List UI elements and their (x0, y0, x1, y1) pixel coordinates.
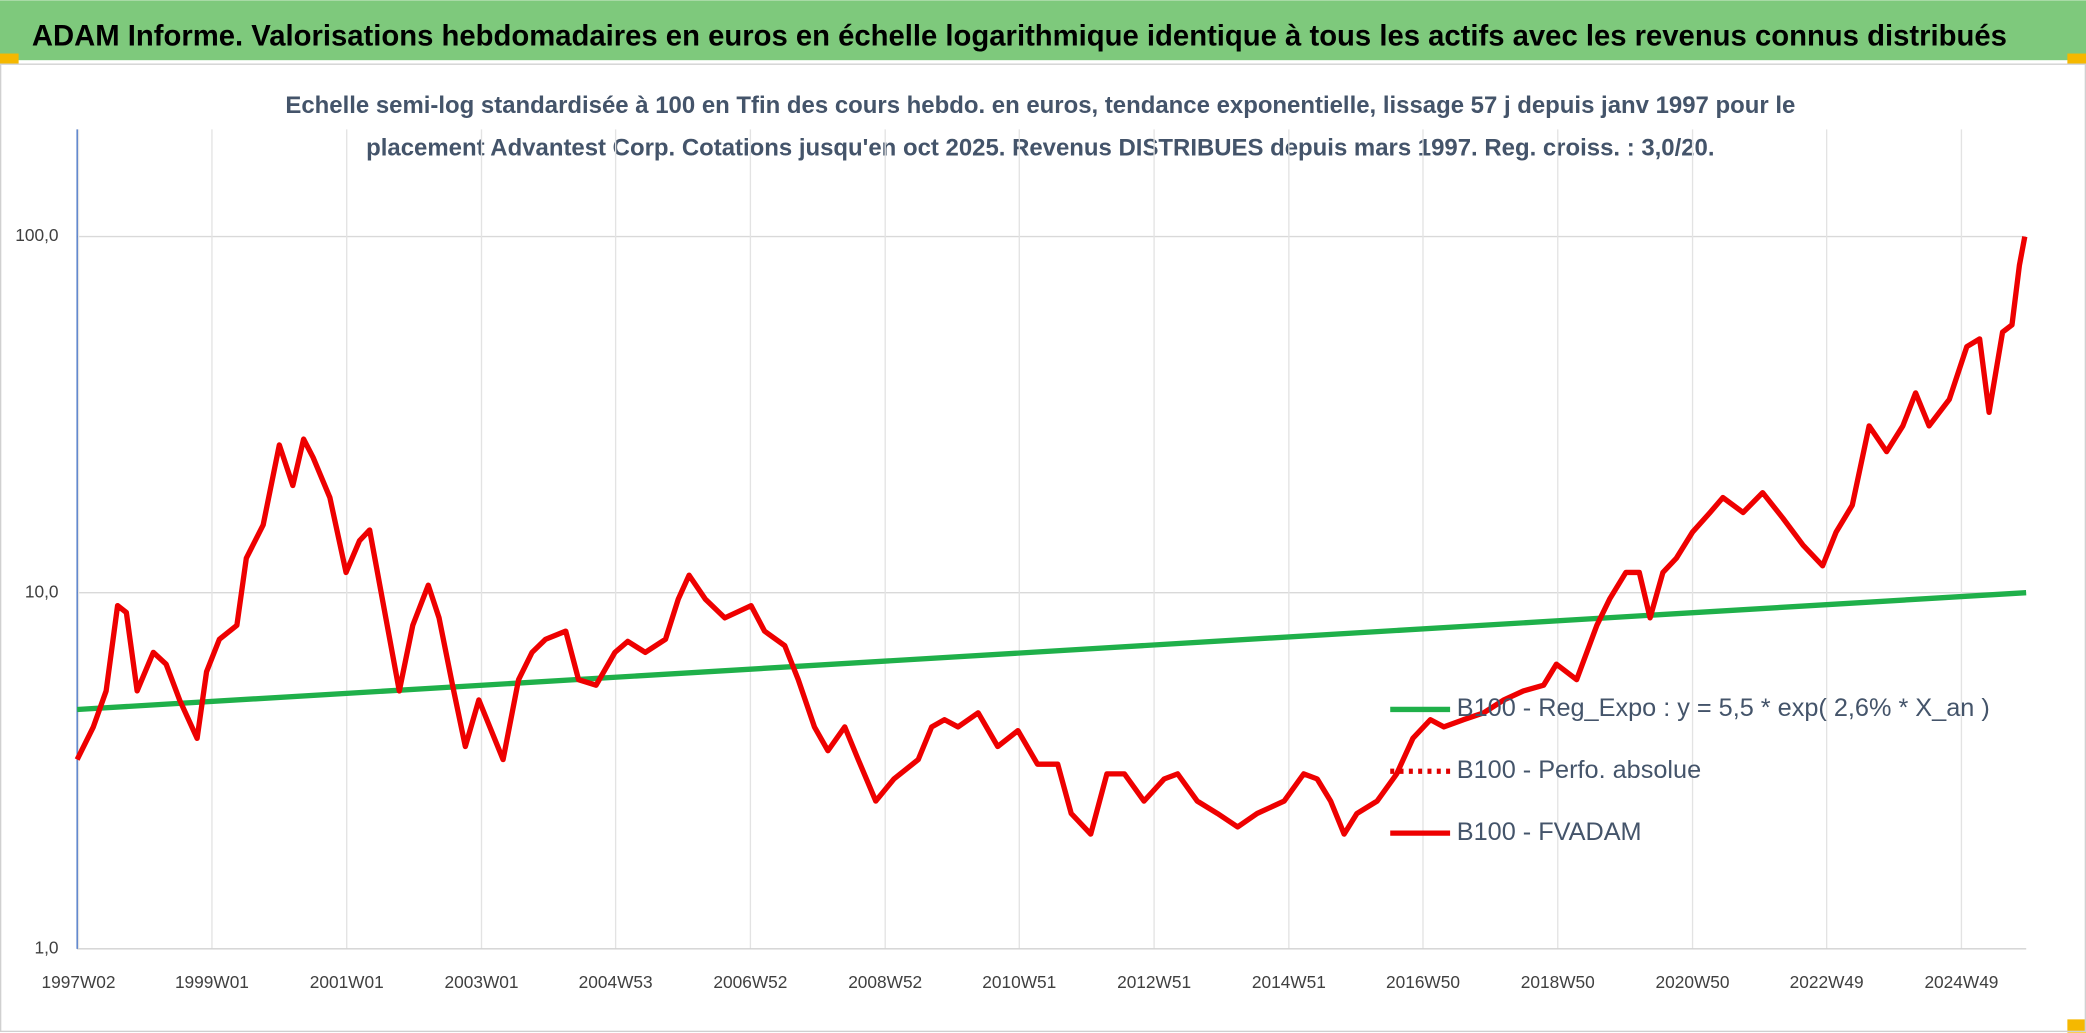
x-tick-label: 2008W52 (848, 972, 922, 992)
legend-label: B100 - Perfo. absolue (1457, 756, 1701, 784)
chart-title: Echelle semi-log standardisée à 100 en T… (285, 92, 1795, 119)
corner-mark (2067, 53, 2086, 65)
x-tick-label: 2024W49 (1924, 972, 1998, 992)
x-tick-label: 2003W01 (445, 972, 519, 992)
series-line (74, 236, 2028, 837)
x-tick-label: 2006W52 (713, 972, 787, 992)
header-bar (0, 0, 2086, 61)
chart-title: placement Advantest Corp. Cotations jusq… (366, 135, 1714, 162)
corner-mark (0, 53, 19, 65)
legend-label: B100 - Reg_Expo : y = 5,5 * exp( 2,6% * … (1457, 694, 1990, 722)
plot-area: 1,0 10,0 100,0 1997W02 1999W01 2001W01 2003W01… (15, 129, 2028, 992)
x-tick-label: 2022W49 (1790, 972, 1864, 992)
x-tick-label: 2010W51 (982, 972, 1056, 992)
x-tick-label: 2014W51 (1252, 972, 1326, 992)
legend-label: B100 - FVADAM (1457, 818, 1642, 846)
x-tick-label: 2020W50 (1656, 972, 1730, 992)
x-tick-label: 2004W53 (579, 972, 653, 992)
x-tick-label: 2001W01 (310, 972, 384, 992)
y-tick-label: 1,0 (35, 937, 59, 957)
x-tick-label: 1997W02 (42, 972, 116, 992)
x-tick-label: 2016W50 (1386, 972, 1460, 992)
y-tick-label: 10,0 (25, 581, 59, 601)
x-tick-label: 1999W01 (175, 972, 249, 992)
frame (0, 63, 2086, 1033)
x-tick-label: 2018W50 (1521, 972, 1595, 992)
corner-mark (2067, 1019, 2086, 1033)
y-tick-label: 100,0 (15, 225, 58, 245)
header-title: ADAM Informe. Valorisations hebdomadaire… (32, 20, 2007, 52)
x-tick-label: 2012W51 (1117, 972, 1191, 992)
